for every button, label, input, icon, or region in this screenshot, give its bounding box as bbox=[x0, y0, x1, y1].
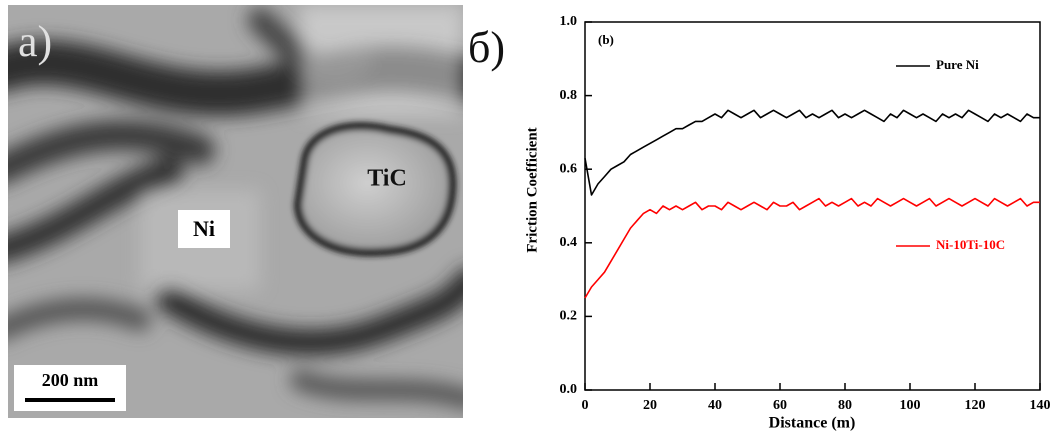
series-line bbox=[584, 109, 1040, 196]
legend-label: Ni-10Ti-10C bbox=[936, 237, 1005, 252]
series-line bbox=[584, 197, 1040, 299]
x-axis-label: Distance (m) bbox=[769, 415, 856, 432]
x-tick-label: 120 bbox=[965, 398, 986, 413]
legend-label: Pure Ni bbox=[936, 57, 979, 72]
y-tick-label: 0.8 bbox=[560, 88, 578, 103]
y-axis-label: Friction Coefficient bbox=[524, 127, 540, 252]
y-tick-label: 0.2 bbox=[560, 309, 578, 324]
x-tick-label: 0 bbox=[582, 398, 589, 413]
scale-bar-box bbox=[14, 365, 126, 411]
x-tick-label: 60 bbox=[773, 398, 787, 413]
micrograph bbox=[8, 5, 463, 418]
y-tick-label: 1.0 bbox=[560, 14, 578, 29]
phase-label: Ni bbox=[193, 216, 215, 241]
y-tick-label: 0.6 bbox=[560, 161, 578, 176]
y-tick-label: 0.0 bbox=[560, 382, 578, 397]
x-tick-label: 140 bbox=[1030, 398, 1051, 413]
phase-label: TiC bbox=[367, 166, 407, 192]
x-tick-label: 20 bbox=[643, 398, 657, 413]
label-box bbox=[178, 210, 230, 248]
scale-bar-label: 200 nm bbox=[42, 370, 99, 390]
chart-annotation: (b) bbox=[598, 32, 614, 47]
x-tick-label: 80 bbox=[838, 398, 852, 413]
x-tick-label: 100 bbox=[900, 398, 921, 413]
x-tick-label: 40 bbox=[708, 398, 722, 413]
panel-label: б) bbox=[468, 23, 505, 72]
y-tick-label: 0.4 bbox=[560, 235, 578, 250]
plot-frame bbox=[584, 21, 1041, 391]
panel-label: а) bbox=[18, 17, 52, 66]
